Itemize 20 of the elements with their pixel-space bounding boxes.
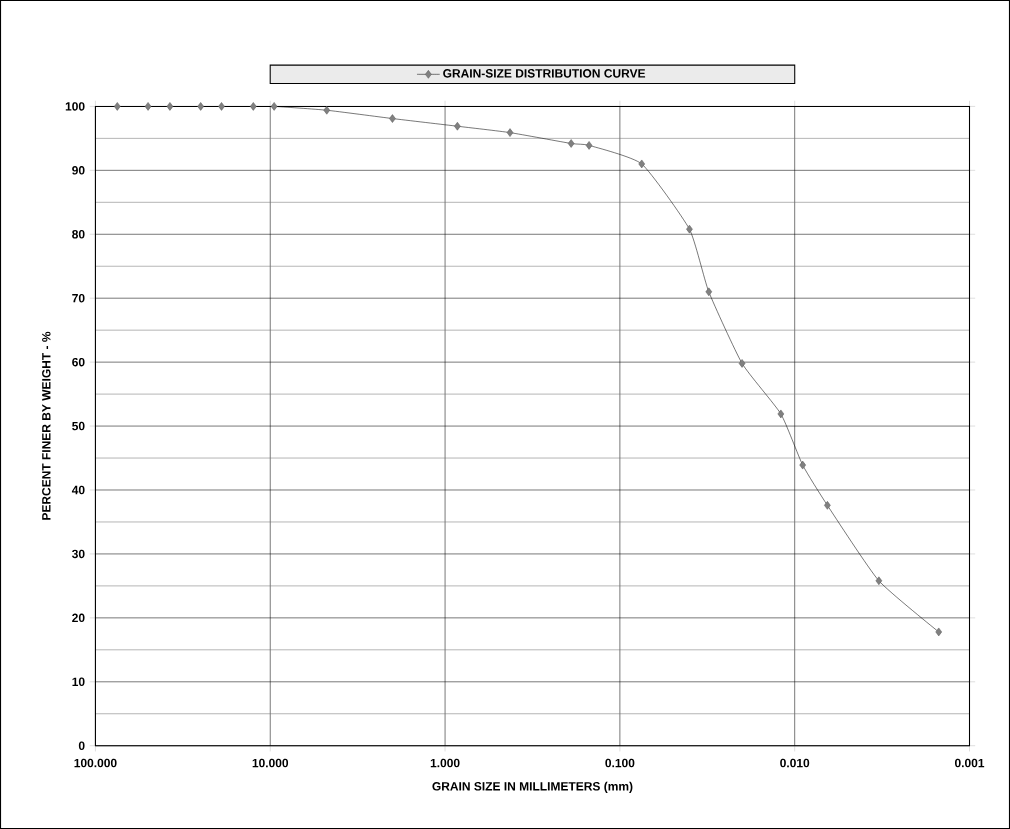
y-tick-label: 90 [72, 166, 85, 175]
y-tick-label: 40 [71, 485, 85, 495]
y-axis-title: PERCENT FINER BY WEIGHT - % [42, 331, 51, 520]
y-tick-label: 70 [72, 293, 85, 303]
y-tick-label: 0 [78, 741, 85, 750]
y-tick-label: 50 [72, 421, 85, 431]
y-tick-label: 30 [71, 549, 85, 559]
y-tick-label: 100 [65, 102, 85, 111]
y-tick-label: 10 [72, 677, 85, 686]
x-tick-label: 0.001 [954, 758, 985, 768]
x-tick-label: 100.000 [74, 758, 117, 768]
y-tick-label: 20 [72, 613, 85, 623]
x-tick-label: 10.000 [252, 758, 289, 768]
y-tick-label: 80 [72, 229, 85, 239]
legend-label: GRAIN-SIZE DISTRIBUTION CURVE [443, 69, 646, 78]
x-axis-title: GRAIN SIZE IN MILLIMETERS (mm) [432, 781, 633, 793]
y-tick-label: 60 [72, 357, 85, 367]
x-tick-label: 0.010 [780, 758, 810, 768]
x-tick-label: 0.100 [605, 758, 635, 768]
x-tick-label: 1.000 [430, 758, 460, 768]
